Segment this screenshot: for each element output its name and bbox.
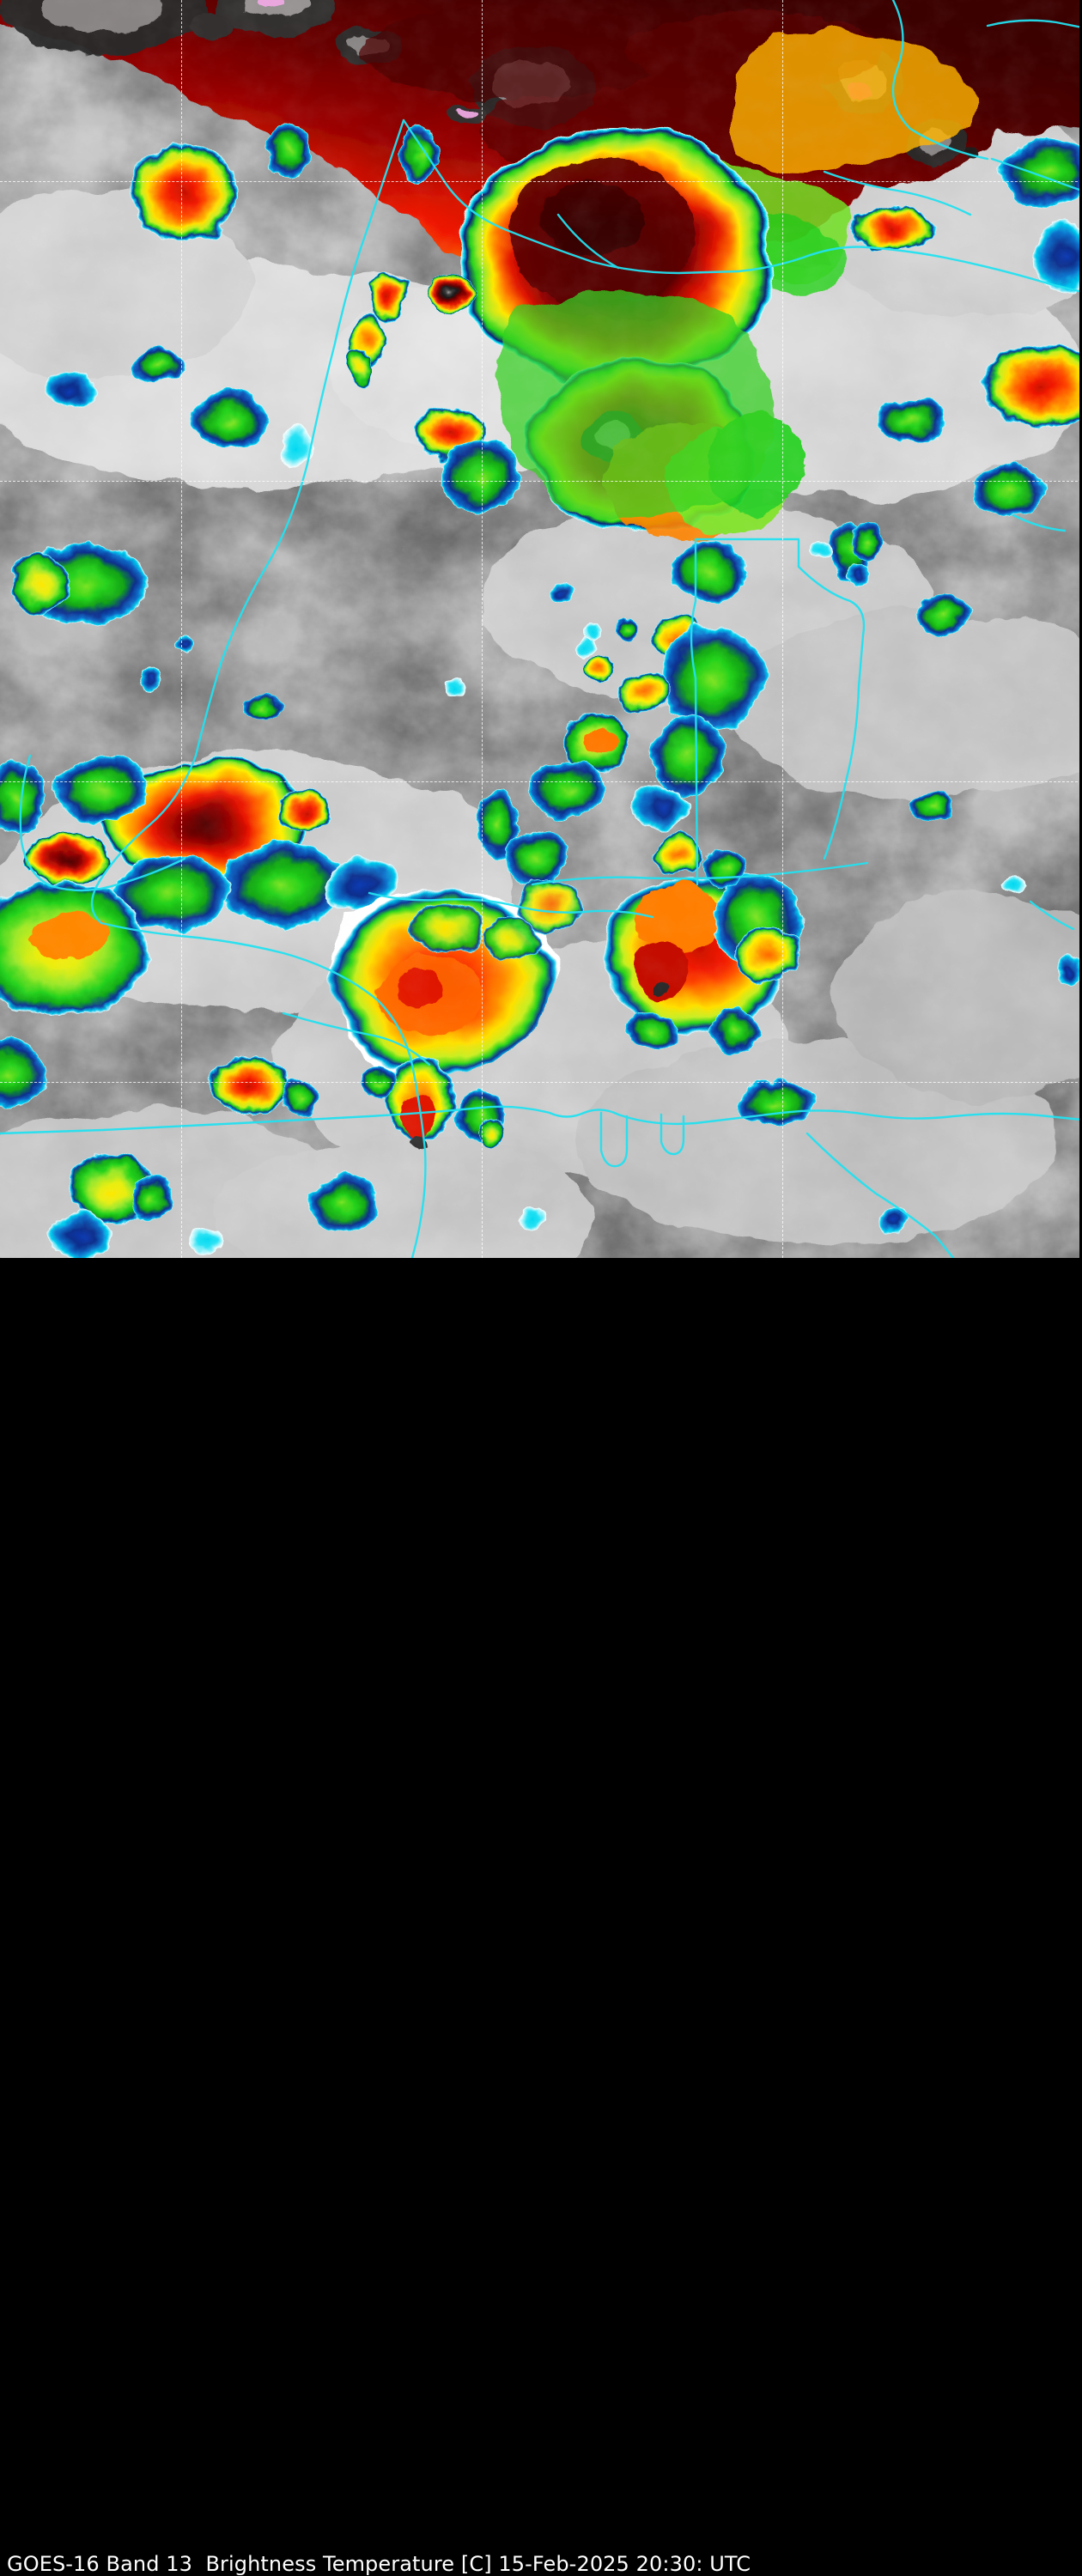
satellite-image-panel[interactable] [0, 0, 1082, 1258]
product-caption: GOES-16 Band 13 Brightness Temperature [… [7, 2552, 751, 2576]
brightness-temperature-raster [0, 0, 1082, 1258]
political-boundary-overlay [0, 0, 1082, 1258]
footer-bar: GOES-16 Band 13 Brightness Temperature [… [0, 1258, 1082, 2575]
panel-right-border [1079, 0, 1082, 1258]
